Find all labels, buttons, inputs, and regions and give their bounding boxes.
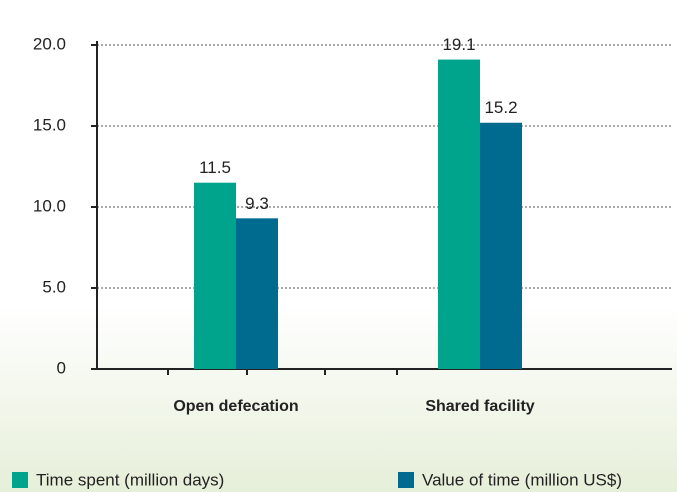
y-tick-label: 0 [57,358,66,377]
legend-label: Time spent (million days) [36,470,224,489]
value-label: 9.3 [245,194,269,213]
value-label: 11.5 [199,158,231,177]
legend-swatch [12,472,28,488]
x-tick-label: Open defecation [173,398,298,415]
y-tick-label: 15.0 [33,115,66,134]
value-label: 19.1 [442,35,475,54]
y-tick-label: 5.0 [42,277,66,296]
x-tick-label: Shared facility [425,398,534,415]
value-label: 15.2 [484,98,517,117]
bar [480,122,522,369]
legend-swatch [398,472,414,488]
bar [438,59,480,370]
y-tick-label: 20.0 [33,34,66,53]
y-tick-label: 10.0 [33,196,66,215]
bar [236,218,278,369]
legend-label: Value of time (million US$) [422,470,622,489]
bar [194,182,236,369]
